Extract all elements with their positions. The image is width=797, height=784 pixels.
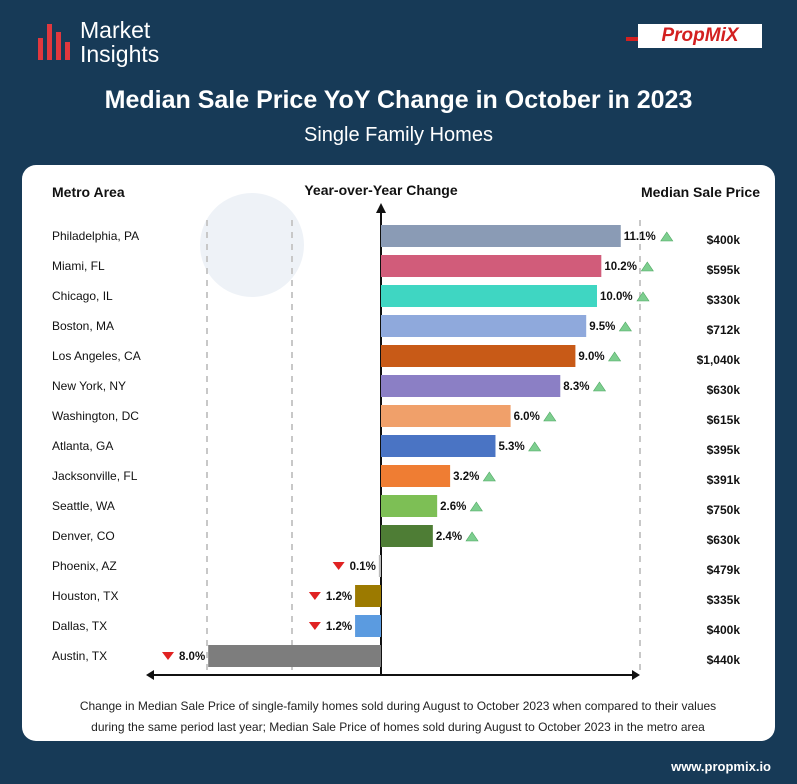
median-price-value: $615k	[707, 413, 741, 427]
footnote-line: during the same period last year; Median…	[91, 720, 705, 734]
metro-area-label: Washington, DC	[52, 409, 139, 423]
chart-card: Metro Area Year-over-Year Change Median Sa…	[22, 165, 775, 741]
bar-chart-icon	[38, 24, 70, 60]
data-label: 1.2%	[326, 591, 352, 603]
metro-area-header: Metro Area	[52, 184, 125, 200]
up-arrow-icon	[528, 441, 542, 452]
data-label: 8.3%	[563, 381, 589, 393]
metro-area-label: Denver, CO	[52, 529, 115, 543]
up-arrow-icon	[482, 471, 496, 482]
metro-area-label: Phoenix, AZ	[52, 559, 117, 573]
x-axis-right-arrow	[632, 670, 640, 680]
background-decoration	[200, 193, 304, 297]
logo-text: Market Insights	[80, 17, 160, 67]
bar	[381, 225, 621, 247]
data-label: 0.1%	[350, 561, 376, 573]
up-arrow-icon	[543, 411, 557, 422]
data-label: 5.3%	[498, 441, 524, 453]
bar	[381, 285, 597, 307]
median-price-value: $630k	[707, 383, 741, 397]
metro-area-label: Austin, TX	[52, 649, 107, 663]
bar	[381, 525, 433, 547]
up-arrow-icon	[640, 261, 654, 272]
metro-area-label: Miami, FL	[52, 259, 105, 273]
median-price-value: $479k	[707, 563, 741, 577]
bar	[381, 405, 511, 427]
bar	[381, 375, 561, 397]
median-price-header: Median Sale Price	[641, 184, 760, 200]
metro-area-label: Jacksonville, FL	[52, 469, 138, 483]
data-label: 9.0%	[578, 351, 604, 363]
median-price-value: $400k	[707, 623, 741, 637]
up-arrow-icon	[618, 321, 632, 332]
market-insights-logo: Market Insights	[38, 18, 180, 66]
down-arrow-icon	[308, 622, 321, 630]
metro-area-label: Los Angeles, CA	[52, 349, 141, 363]
data-label: 2.6%	[440, 501, 466, 513]
bar	[381, 315, 587, 337]
down-arrow-icon	[332, 562, 345, 570]
median-price-value: $1,040k	[697, 353, 741, 367]
data-label: 3.2%	[453, 471, 479, 483]
metro-area-label: Dallas, TX	[52, 619, 107, 633]
footnote-line: Change in Median Sale Price of single-fa…	[80, 699, 716, 713]
yoy-change-header: Year-over-Year Change	[304, 182, 458, 198]
metro-area-label: Seattle, WA	[52, 499, 115, 513]
x-axis-left-arrow	[146, 670, 154, 680]
data-label: 8.0%	[179, 651, 205, 663]
bar	[381, 495, 438, 517]
data-label: 1.2%	[326, 621, 352, 633]
median-price-value: $335k	[707, 593, 741, 607]
data-label: 11.1%	[624, 231, 656, 243]
data-label: 2.4%	[436, 531, 462, 543]
median-price-value: $712k	[707, 323, 741, 337]
metro-area-label: Houston, TX	[52, 589, 118, 603]
metro-area-label: New York, NY	[52, 379, 126, 393]
median-price-value: $630k	[707, 533, 741, 547]
bar-chart: Metro Area Year-over-Year Change Median Sa…	[52, 182, 760, 734]
metro-area-label: Boston, MA	[52, 319, 114, 333]
bar	[381, 255, 602, 277]
metro-area-label: Chicago, IL	[52, 289, 113, 303]
data-label: 6.0%	[514, 411, 540, 423]
metro-area-label: Atlanta, GA	[52, 439, 113, 453]
bar	[355, 585, 381, 607]
down-arrow-icon	[308, 592, 321, 600]
up-arrow-icon	[636, 291, 650, 302]
data-label: 10.0%	[600, 291, 633, 303]
bar	[381, 345, 576, 367]
bar	[208, 645, 381, 667]
median-price-value: $391k	[707, 473, 741, 487]
up-arrow-icon	[660, 231, 674, 242]
median-price-value: $750k	[707, 503, 741, 517]
bar	[381, 435, 496, 457]
up-arrow-icon	[465, 531, 479, 542]
up-arrow-icon	[469, 501, 483, 512]
median-price-value: $330k	[707, 293, 741, 307]
website-url[interactable]: www.propmix.io	[671, 759, 771, 774]
propmix-logo: PropMiX	[638, 24, 762, 48]
bar	[381, 465, 451, 487]
median-price-value: $400k	[707, 233, 741, 247]
up-arrow-icon	[608, 351, 622, 362]
median-price-value: $440k	[707, 653, 741, 667]
brand-accent	[626, 37, 638, 41]
median-price-value: $595k	[707, 263, 741, 277]
bar	[355, 615, 381, 637]
data-label: 10.2%	[604, 261, 637, 273]
page-title: Median Sale Price YoY Change in October …	[104, 86, 693, 114]
metro-area-label: Philadelphia, PA	[52, 229, 139, 243]
bar	[378, 555, 381, 577]
y-axis-arrow	[376, 203, 386, 213]
down-arrow-icon	[162, 652, 174, 660]
median-price-value: $395k	[707, 443, 741, 457]
up-arrow-icon	[592, 381, 607, 392]
page-subtitle: Single Family Homes	[304, 124, 493, 146]
data-label: 9.5%	[589, 321, 615, 333]
